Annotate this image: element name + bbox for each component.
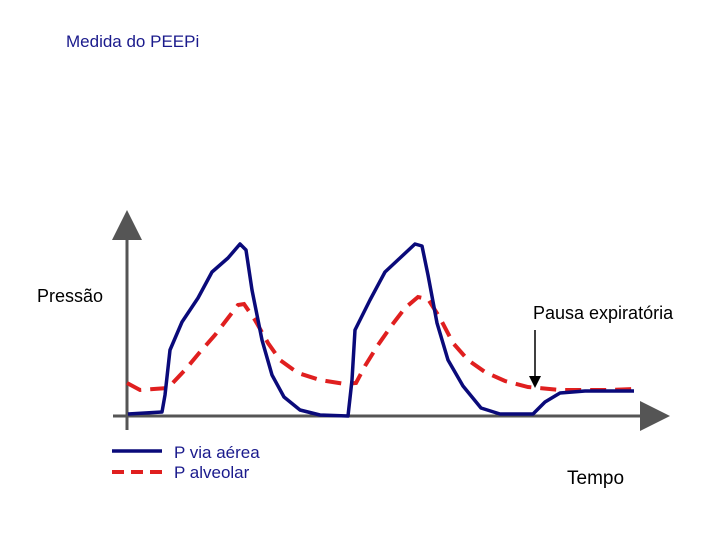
pause-annotation-label: Pausa expiratória: [533, 303, 674, 323]
y-axis-label: Pressão: [37, 286, 104, 306]
x-axis-label: Tempo: [567, 468, 625, 489]
alveolar-pressure-curve: [126, 294, 635, 393]
airway-pressure-curve: [127, 242, 634, 418]
legend-label-airway: P via aérea: [174, 443, 260, 462]
diagram-title: Medida do PEEPi: [66, 32, 200, 51]
legend-label-alveolar: P alveolar: [174, 463, 250, 482]
